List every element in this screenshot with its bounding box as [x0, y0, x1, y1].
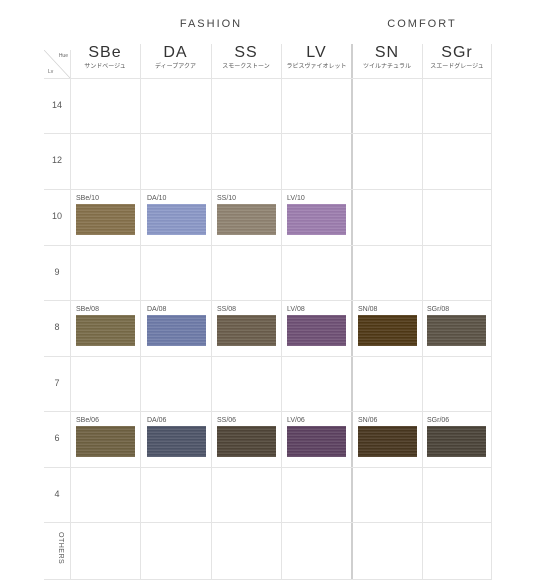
- level-label-12: 12: [51, 155, 62, 165]
- color-swatch: [76, 426, 135, 457]
- color-swatch: [217, 315, 276, 346]
- hue-axis-label: Hue: [58, 53, 68, 59]
- grid-line: [44, 356, 492, 357]
- grid-line: [491, 44, 492, 580]
- group-title-comfort: COMFORT: [387, 18, 457, 30]
- hue-name-jp: スエードグレージュ: [430, 64, 484, 70]
- level-label-7: 7: [54, 378, 60, 388]
- level-axis-label: Lv: [48, 69, 54, 75]
- grid-line: [140, 44, 141, 580]
- grid-line: [281, 44, 282, 580]
- corner-diagonal: [44, 50, 70, 78]
- color-swatch: [287, 315, 346, 346]
- color-swatch: [287, 204, 346, 235]
- color-swatch: [147, 204, 206, 235]
- grid-line: [44, 189, 492, 190]
- color-swatch: [147, 426, 206, 457]
- level-label-6: 6: [54, 433, 60, 443]
- swatch-label: SBe/06: [76, 417, 99, 424]
- grid-line: [44, 522, 492, 523]
- hue-code: SGr: [441, 44, 473, 61]
- axis-corner: Hue Lv: [44, 50, 70, 78]
- grid-line: [44, 411, 492, 412]
- grid-line: [44, 300, 492, 301]
- grid-line: [422, 44, 423, 580]
- column-header-sn: SN ツイルナチュラル: [352, 44, 422, 78]
- level-label-14: 14: [51, 100, 62, 110]
- level-label-8: 8: [54, 322, 60, 332]
- grid-line: [44, 467, 492, 468]
- group-title-fashion: FASHION: [179, 18, 243, 30]
- color-swatch: [217, 204, 276, 235]
- swatch-label: SBe/10: [76, 195, 99, 202]
- color-swatch: [427, 315, 486, 346]
- level-label-4: 4: [54, 489, 60, 499]
- hue-code: DA: [163, 44, 188, 61]
- color-swatch: [427, 426, 486, 457]
- hue-name-jp: サンドベージュ: [84, 64, 126, 70]
- color-swatch: [76, 204, 135, 235]
- hue-name-jp: ツイルナチュラル: [362, 64, 411, 70]
- color-swatch: [287, 426, 346, 457]
- column-header-sbe: SBe サンドベージュ: [70, 44, 140, 78]
- column-header-sgr: SGr スエードグレージュ: [422, 44, 492, 78]
- swatch-label: SBe/08: [76, 306, 99, 313]
- color-swatch: [358, 315, 417, 346]
- color-swatch: [217, 426, 276, 457]
- color-swatch: [147, 315, 206, 346]
- color-swatch: [76, 315, 135, 346]
- swatch-label: SGr/08: [427, 306, 450, 313]
- column-header-ss: SS スモークストーン: [211, 44, 281, 78]
- swatch-label: LV/10: [287, 195, 305, 202]
- swatch-label: LV/06: [287, 417, 305, 424]
- swatch-label: SN/06: [358, 417, 378, 424]
- grid-line: [44, 579, 492, 580]
- swatch-label: DA/10: [147, 195, 167, 202]
- swatch-label: SN/08: [358, 306, 378, 313]
- hue-name-jp: スモークストーン: [222, 64, 270, 70]
- level-label-others: OTHERS: [57, 532, 64, 565]
- level-label-9: 9: [54, 267, 60, 277]
- grid-line: [44, 78, 492, 79]
- column-header-da: DA ディープアクア: [140, 44, 211, 78]
- level-label-10: 10: [51, 211, 62, 221]
- hue-name-jp: ディープアクア: [155, 64, 196, 70]
- swatch-label: LV/08: [287, 306, 305, 313]
- color-swatch: [358, 426, 417, 457]
- swatch-label: SS/06: [217, 417, 237, 424]
- group-divider: [351, 44, 353, 580]
- swatch-label: SS/08: [217, 306, 237, 313]
- hue-code: SBe: [88, 44, 122, 61]
- swatch-label: DA/08: [147, 306, 167, 313]
- grid-line: [44, 133, 492, 134]
- grid-line: [70, 50, 71, 580]
- grid-line: [211, 44, 212, 580]
- hue-code: SS: [234, 44, 258, 61]
- hue-name-jp: ラピスヴァイオレット: [286, 64, 347, 70]
- swatch-label: SGr/06: [427, 417, 450, 424]
- swatch-label: SS/10: [217, 195, 237, 202]
- grid-line: [44, 245, 492, 246]
- hue-code: SN: [374, 44, 400, 61]
- swatch-label: DA/06: [147, 417, 167, 424]
- hue-code: LV: [306, 44, 327, 61]
- column-header-lv: LV ラピスヴァイオレット: [281, 44, 352, 78]
